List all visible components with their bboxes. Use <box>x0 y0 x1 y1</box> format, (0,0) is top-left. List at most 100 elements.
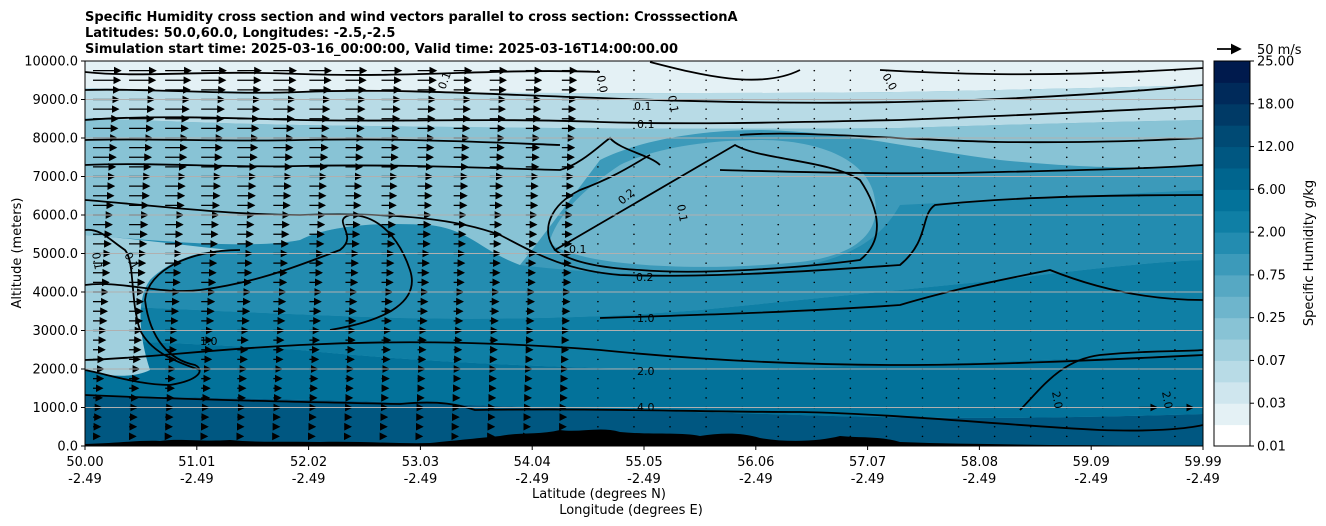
wind-vector <box>741 194 743 197</box>
wind-vector <box>993 146 996 149</box>
wind-vector <box>597 300 599 303</box>
wind-vector <box>813 243 816 245</box>
wind-vector <box>921 339 924 341</box>
wind-vector <box>1174 69 1176 72</box>
colorbar-segment <box>1214 61 1250 83</box>
wind-vector <box>885 271 888 274</box>
wind-vector <box>1102 387 1104 390</box>
horizontal-gridlines <box>85 99 1203 408</box>
wind-vector <box>777 435 780 438</box>
contour-line-2.0-right <box>1019 349 1203 411</box>
wind-vector <box>957 223 960 226</box>
wind-vector <box>921 271 924 274</box>
wind-vector <box>741 127 743 130</box>
wind-vector <box>957 300 960 303</box>
colorbar-segment <box>1214 381 1250 404</box>
wind-vector <box>777 223 780 226</box>
wind-vector <box>1029 185 1032 187</box>
wind-vector <box>813 300 816 303</box>
wind-vector <box>705 271 707 274</box>
wind-vector <box>741 243 743 245</box>
wind-vector <box>1138 416 1140 418</box>
wind-vector <box>597 310 599 313</box>
wind-vector <box>705 358 707 361</box>
x-tick-label-lon: -2.49 <box>404 472 438 487</box>
wind-vector <box>741 233 743 236</box>
wind-vector <box>1065 243 1068 245</box>
contour-label: 4.0 <box>637 401 655 414</box>
wind-vector <box>1138 300 1140 303</box>
wind-vector <box>1065 358 1068 361</box>
wind-vector <box>993 262 996 264</box>
wind-vector <box>921 425 924 428</box>
wind-vector <box>1065 233 1068 236</box>
wind-vector <box>957 425 960 428</box>
wind-vector <box>705 204 707 207</box>
wind-vector <box>813 223 816 226</box>
wind-vector <box>1029 146 1032 149</box>
wind-vector <box>705 117 707 120</box>
contour-line-left-loop <box>85 249 241 386</box>
colorbar-tick-label: 2.00 <box>1257 226 1286 241</box>
wind-vector <box>921 204 924 207</box>
wind-vector <box>597 281 599 284</box>
wind-vector <box>957 89 960 91</box>
wind-vector <box>741 166 743 168</box>
x-tick-label-lon: -2.49 <box>739 472 773 487</box>
wind-vector <box>597 79 599 82</box>
wind-vector <box>849 262 852 264</box>
wind-vector <box>813 377 816 380</box>
x-tick-label-lat: 56.06 <box>737 455 774 470</box>
wind-vector <box>1174 127 1176 130</box>
wind-vector <box>849 281 852 284</box>
wind-vector <box>1138 262 1140 264</box>
x-axis-label-latitude: Latitude (degrees N) <box>532 487 666 502</box>
wind-vector <box>597 387 599 390</box>
wind-vector <box>849 166 852 168</box>
wind-vector <box>633 310 635 313</box>
wind-vector <box>849 127 852 130</box>
contour-label: 0.1 <box>674 203 690 222</box>
wind-vector <box>1138 320 1140 322</box>
wind-vector <box>597 416 599 418</box>
wind-vector <box>849 397 852 399</box>
title-line-1: Specific Humidity cross section and wind… <box>85 10 738 25</box>
wind-vector <box>813 435 816 438</box>
wind-vector <box>705 243 707 245</box>
wind-vector <box>849 435 852 438</box>
wind-vector <box>633 281 635 284</box>
wind-vector <box>1138 233 1140 236</box>
wind-vector <box>885 262 888 264</box>
x-tick-label-lon: -2.49 <box>180 472 214 487</box>
wind-vector <box>1174 108 1176 110</box>
contour-line-4.0 <box>85 394 1203 432</box>
wind-vector <box>921 223 924 226</box>
wind-vector <box>849 320 852 322</box>
wind-vector <box>633 425 635 428</box>
wind-vector <box>1102 79 1104 82</box>
wind-vector <box>1174 300 1176 303</box>
wind-vector <box>1102 108 1104 110</box>
wind-vector <box>993 348 996 351</box>
wind-vector <box>1102 146 1104 149</box>
humidity-band-very-top <box>85 61 1203 94</box>
wind-vector <box>849 243 852 245</box>
wind-vector <box>1138 281 1140 284</box>
wind-vector <box>741 108 743 110</box>
wind-vector <box>777 233 780 236</box>
wind-vector <box>741 387 743 390</box>
wind-vector <box>777 387 780 390</box>
wind-vector <box>885 166 888 168</box>
contour-line-0.1-upper <box>85 84 1203 104</box>
wind-vector <box>1065 339 1068 341</box>
colorbar-segment <box>1214 296 1250 319</box>
wind-vector <box>669 387 671 390</box>
wind-vector <box>885 117 888 120</box>
title-line-2: Latitudes: 50.0,60.0, Longitudes: -2.5,-… <box>85 26 395 41</box>
wind-vector <box>885 185 888 187</box>
colorbar-segment <box>1214 339 1250 361</box>
wind-vector <box>993 281 996 284</box>
wind-vector <box>1029 156 1032 159</box>
wind-vector <box>741 348 743 351</box>
wind-vector <box>1029 194 1032 197</box>
